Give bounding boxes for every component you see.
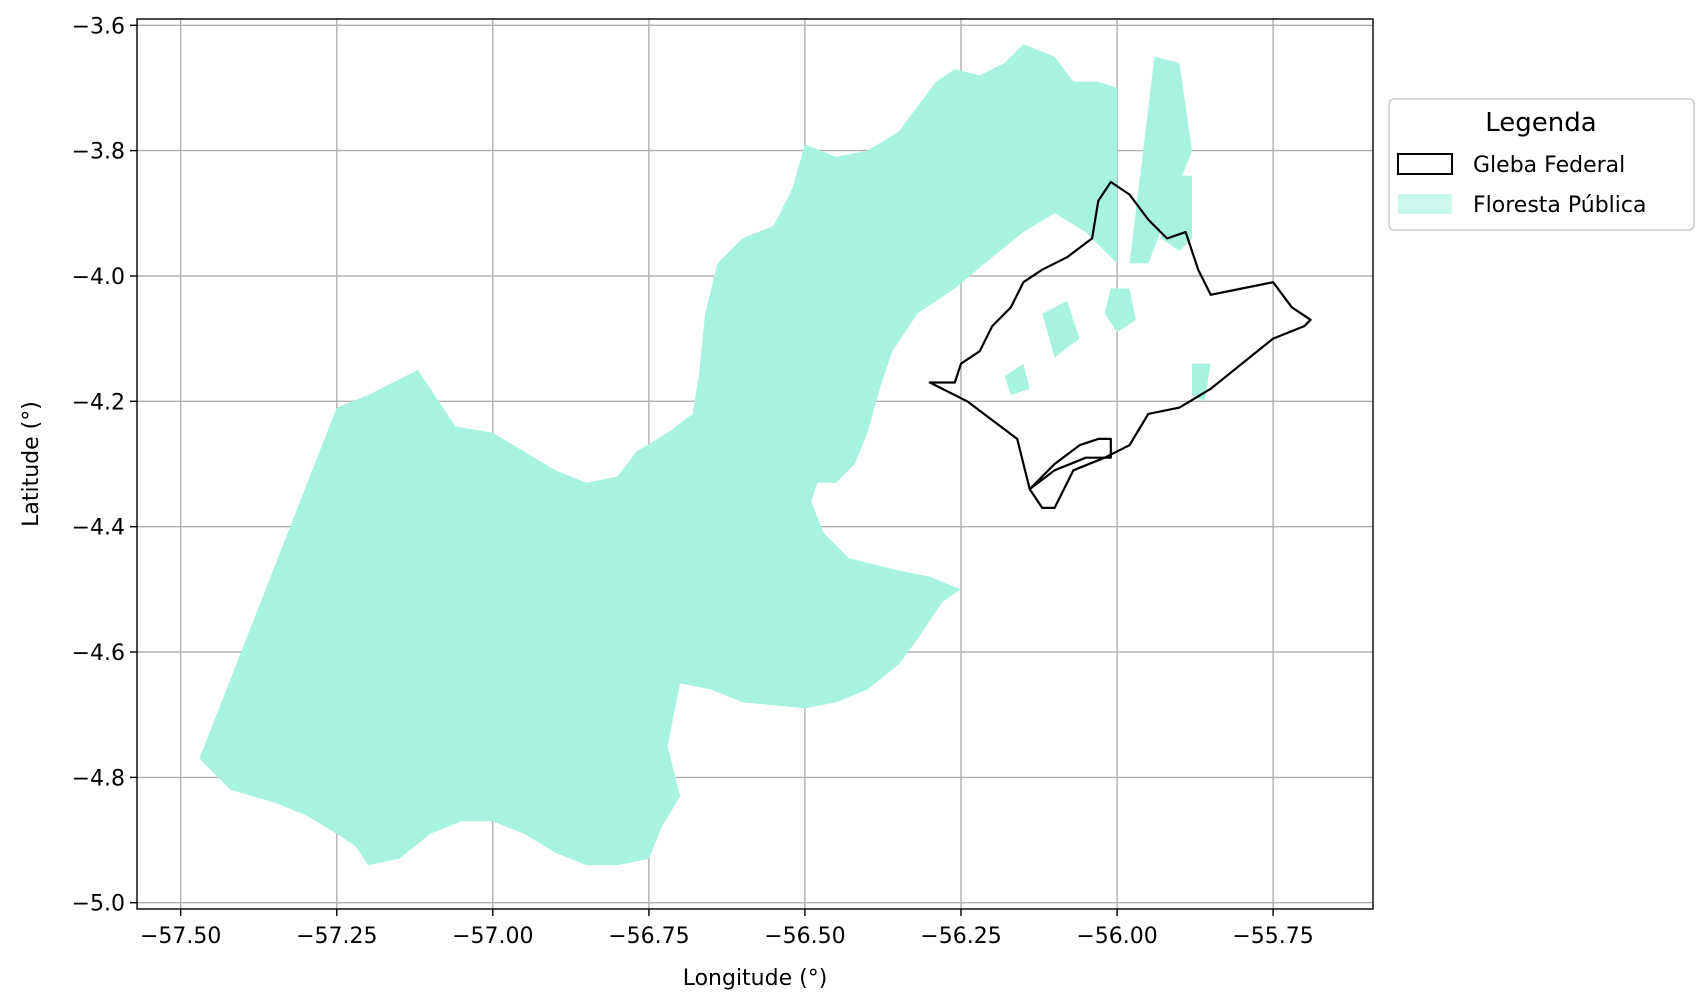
- y-tick-label: −4.4: [72, 516, 125, 541]
- x-tick-label: −56.00: [1076, 924, 1157, 949]
- y-tick-label: −4.8: [72, 766, 125, 791]
- legend-swatch-floresta-publica: [1398, 194, 1452, 214]
- floresta-publica-polygon: [1042, 301, 1080, 358]
- floresta-publica-polygon: [199, 44, 1118, 866]
- legend-box: [1388, 98, 1695, 231]
- x-tick-label: −56.25: [920, 924, 1001, 949]
- gleba-federal-outline: [928, 180, 1312, 509]
- layer-gleba-federal: [928, 180, 1312, 509]
- y-tick-label: −3.8: [72, 140, 125, 165]
- floresta-publica-polygon: [1004, 363, 1030, 396]
- y-tick-label: −5.0: [72, 892, 125, 917]
- legend-title: Legenda: [1485, 108, 1596, 138]
- floresta-publica-polygon: [1104, 288, 1136, 333]
- x-tick-label: −57.50: [140, 924, 221, 949]
- legend-label-gleba-federal: Gleba Federal: [1473, 153, 1625, 178]
- y-tick-label: −3.6: [72, 14, 125, 39]
- legend-label-floresta-publica: Floresta Pública: [1473, 193, 1646, 218]
- map-layers: [199, 44, 1312, 866]
- x-axis-label: Longitude (°): [683, 966, 828, 991]
- x-tick-label: −56.75: [608, 924, 689, 949]
- legend-swatch-gleba-federal: [1397, 153, 1453, 175]
- x-tick-label: −56.50: [764, 924, 845, 949]
- legend: Legenda Gleba Federal Floresta Pública: [1388, 98, 1695, 231]
- y-tick-label: −4.2: [72, 390, 125, 415]
- x-tick-label: −55.75: [1232, 924, 1313, 949]
- y-axis-label: Latitude (°): [19, 401, 44, 527]
- y-tick-label: −4.0: [72, 265, 125, 290]
- y-tick-label: −4.6: [72, 641, 125, 666]
- x-tick-label: −57.25: [296, 924, 377, 949]
- floresta-publica-polygon: [1129, 56, 1192, 264]
- axis-ticks: −57.50 −57.25 −57.00 −56.75 −56.50 −56.25 −56.…: [72, 14, 1314, 949]
- x-tick-label: −57.00: [452, 924, 533, 949]
- plot-frame: [136, 18, 1374, 910]
